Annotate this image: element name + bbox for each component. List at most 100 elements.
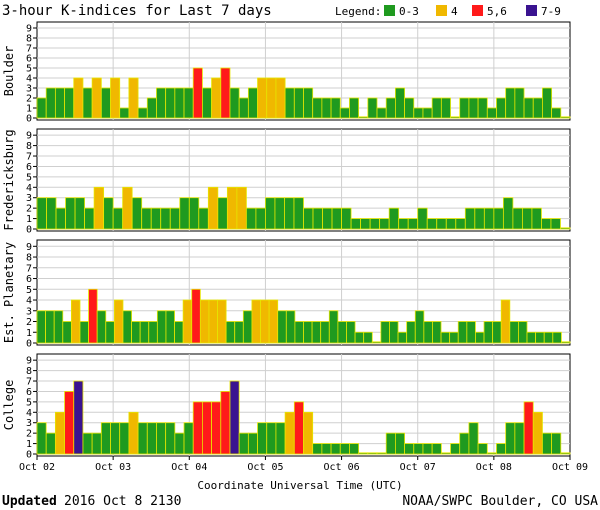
bar bbox=[242, 310, 253, 344]
bar bbox=[64, 391, 75, 455]
bar bbox=[156, 422, 167, 455]
bar bbox=[483, 321, 494, 344]
bar bbox=[199, 299, 210, 344]
bar bbox=[62, 321, 72, 344]
bar bbox=[440, 331, 451, 344]
bar bbox=[165, 87, 176, 119]
bar bbox=[266, 77, 277, 119]
y-tick-label: 7 bbox=[26, 152, 32, 163]
bar bbox=[339, 107, 350, 119]
bar bbox=[260, 299, 270, 344]
bar bbox=[450, 443, 461, 455]
bar bbox=[328, 310, 339, 344]
bar bbox=[165, 310, 175, 344]
bar bbox=[321, 97, 332, 119]
bar bbox=[191, 288, 201, 344]
bar bbox=[122, 186, 133, 230]
bar bbox=[312, 207, 323, 230]
legend-swatch-0 bbox=[384, 5, 395, 16]
bar bbox=[139, 321, 150, 344]
bar bbox=[464, 207, 476, 230]
x-tick-label: Oct 06 bbox=[324, 462, 360, 473]
bar bbox=[561, 341, 571, 344]
bar bbox=[70, 299, 81, 344]
bar bbox=[385, 432, 396, 455]
bar bbox=[179, 197, 190, 230]
panels: 0123456789Boulder0123456789Fredericksbur… bbox=[2, 21, 571, 461]
bar bbox=[331, 207, 342, 230]
bar bbox=[445, 218, 457, 230]
bar bbox=[349, 97, 360, 119]
bar bbox=[257, 422, 268, 455]
bar bbox=[423, 321, 433, 344]
bar bbox=[518, 321, 528, 344]
bar bbox=[54, 87, 65, 119]
bar bbox=[293, 87, 304, 119]
bar bbox=[156, 87, 167, 119]
legend-label: Legend: bbox=[335, 5, 381, 18]
bar bbox=[514, 422, 525, 455]
bar bbox=[426, 218, 438, 230]
bar bbox=[312, 97, 323, 119]
y-tick-label: 8 bbox=[26, 34, 32, 45]
bar bbox=[74, 197, 85, 230]
bar bbox=[422, 107, 433, 119]
bar bbox=[100, 422, 111, 455]
y-tick-label: 6 bbox=[26, 387, 32, 398]
y-tick-label: 4 bbox=[26, 408, 32, 419]
legend-swatch-1 bbox=[436, 5, 447, 16]
bar bbox=[174, 432, 185, 455]
y-tick-label: 1 bbox=[26, 104, 32, 115]
bar bbox=[311, 321, 322, 344]
bar bbox=[474, 207, 485, 230]
bar bbox=[322, 207, 333, 230]
bar bbox=[284, 411, 295, 455]
bar bbox=[349, 443, 360, 455]
bar bbox=[146, 97, 157, 119]
bar bbox=[36, 310, 47, 344]
panel-label: Fredericksburg bbox=[2, 129, 16, 230]
bar bbox=[440, 97, 451, 119]
bar bbox=[532, 411, 543, 455]
bar bbox=[220, 67, 231, 119]
updated-value: 2016 Oct 8 2130 bbox=[64, 494, 181, 509]
y-tick-label: 0 bbox=[26, 225, 32, 236]
y-tick-label: 2 bbox=[26, 429, 32, 440]
bar bbox=[105, 321, 115, 344]
bar bbox=[96, 310, 107, 344]
y-tick-label: 6 bbox=[26, 274, 32, 285]
x-tick-label: Oct 08 bbox=[476, 462, 512, 473]
bar bbox=[371, 341, 382, 344]
bar bbox=[543, 331, 554, 344]
bar bbox=[431, 443, 442, 455]
bar bbox=[220, 391, 231, 455]
bar bbox=[150, 207, 162, 230]
bar bbox=[119, 107, 130, 119]
bar bbox=[466, 321, 476, 344]
bar bbox=[284, 87, 295, 119]
y-tick-label: 9 bbox=[26, 242, 32, 253]
bar bbox=[483, 207, 495, 230]
bar bbox=[320, 321, 330, 344]
bar bbox=[413, 443, 424, 455]
y-tick-label: 4 bbox=[26, 296, 32, 307]
x-axis-label: Coordinate Universal Time (UTC) bbox=[197, 479, 402, 492]
bar bbox=[303, 87, 314, 119]
bar bbox=[363, 331, 373, 344]
bar bbox=[358, 116, 369, 119]
bar bbox=[165, 422, 176, 455]
legend-swatch-3 bbox=[526, 5, 537, 16]
bar bbox=[211, 77, 222, 119]
bar bbox=[275, 422, 286, 455]
bar bbox=[367, 452, 378, 455]
panel-label: Est. Planetary bbox=[2, 242, 16, 343]
bar bbox=[183, 87, 194, 119]
bar bbox=[202, 401, 213, 455]
y-tick-label: 9 bbox=[26, 24, 32, 35]
y-tick-label: 2 bbox=[26, 94, 32, 105]
bar bbox=[477, 97, 488, 119]
bar bbox=[137, 422, 148, 455]
